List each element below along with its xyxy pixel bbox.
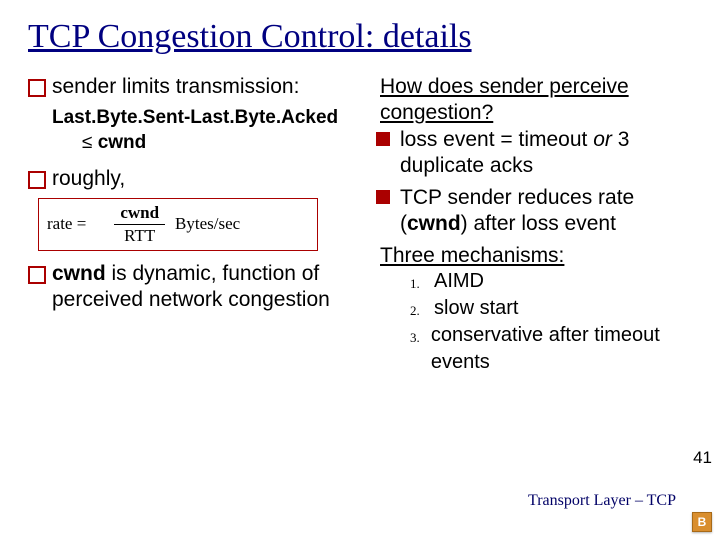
right-bullet-2: TCP sender reduces rate (cwnd) after los… xyxy=(376,185,686,238)
left-code-line-1: Last.Byte.Sent-Last.Byte.Acked xyxy=(52,106,358,131)
page-number: 41 xyxy=(693,448,712,468)
left-bullet-3: cwnd is dynamic, function of perceived n… xyxy=(28,261,358,314)
ol-text-3: conservative after timeout events xyxy=(431,322,686,376)
rate-lhs: rate = xyxy=(47,214,86,234)
cwnd-var-1: cwnd xyxy=(92,132,146,153)
ol-num-1: 1. xyxy=(410,268,434,293)
ol-text-2: slow start xyxy=(434,295,518,322)
rb1-or: or xyxy=(593,128,618,151)
mech-item-1: 1. AIMD xyxy=(410,268,686,295)
cwnd-var-2: cwnd xyxy=(52,262,106,285)
mech-item-2: 2. slow start xyxy=(410,295,686,322)
rate-fraction: cwnd RTT xyxy=(114,203,165,246)
right-bullet-1: loss event = timeout or 3 duplicate acks xyxy=(376,127,686,180)
right-question: How does sender perceive congestion? xyxy=(380,74,686,127)
rate-unit: Bytes/sec xyxy=(175,214,240,234)
ol-text-1: AIMD xyxy=(434,268,484,295)
rb1-a: loss event = timeout xyxy=(400,128,593,151)
content-columns: sender limits transmission: Last.Byte.Se… xyxy=(28,74,692,376)
cwnd-var-3: cwnd xyxy=(407,212,461,235)
mechanisms-heading: Three mechanisms: xyxy=(380,244,686,268)
mech-item-3: 3. conservative after timeout events xyxy=(410,322,686,376)
left-bullet-2: roughly, xyxy=(28,166,358,192)
footer-text: Transport Layer – TCP xyxy=(528,492,676,510)
ol-num-3: 3. xyxy=(410,322,431,347)
leq-symbol: ≤ xyxy=(82,132,92,153)
slide-title: TCP Congestion Control: details xyxy=(28,18,692,56)
left-bullet-1: sender limits transmission: xyxy=(28,74,358,100)
slide: TCP Congestion Control: details sender l… xyxy=(0,0,720,540)
rate-denominator: RTT xyxy=(124,225,155,246)
rb2-b: ) after loss event xyxy=(461,212,616,235)
right-column: How does sender perceive congestion? los… xyxy=(376,74,686,376)
rate-equation-box: rate = cwnd RTT Bytes/sec xyxy=(38,198,318,251)
left-code-line-2: ≤ cwnd xyxy=(82,131,358,156)
ol-num-2: 2. xyxy=(410,295,434,320)
rate-numerator: cwnd xyxy=(114,203,165,225)
corner-badge: B xyxy=(692,512,712,532)
left-column: sender limits transmission: Last.Byte.Se… xyxy=(28,74,358,376)
